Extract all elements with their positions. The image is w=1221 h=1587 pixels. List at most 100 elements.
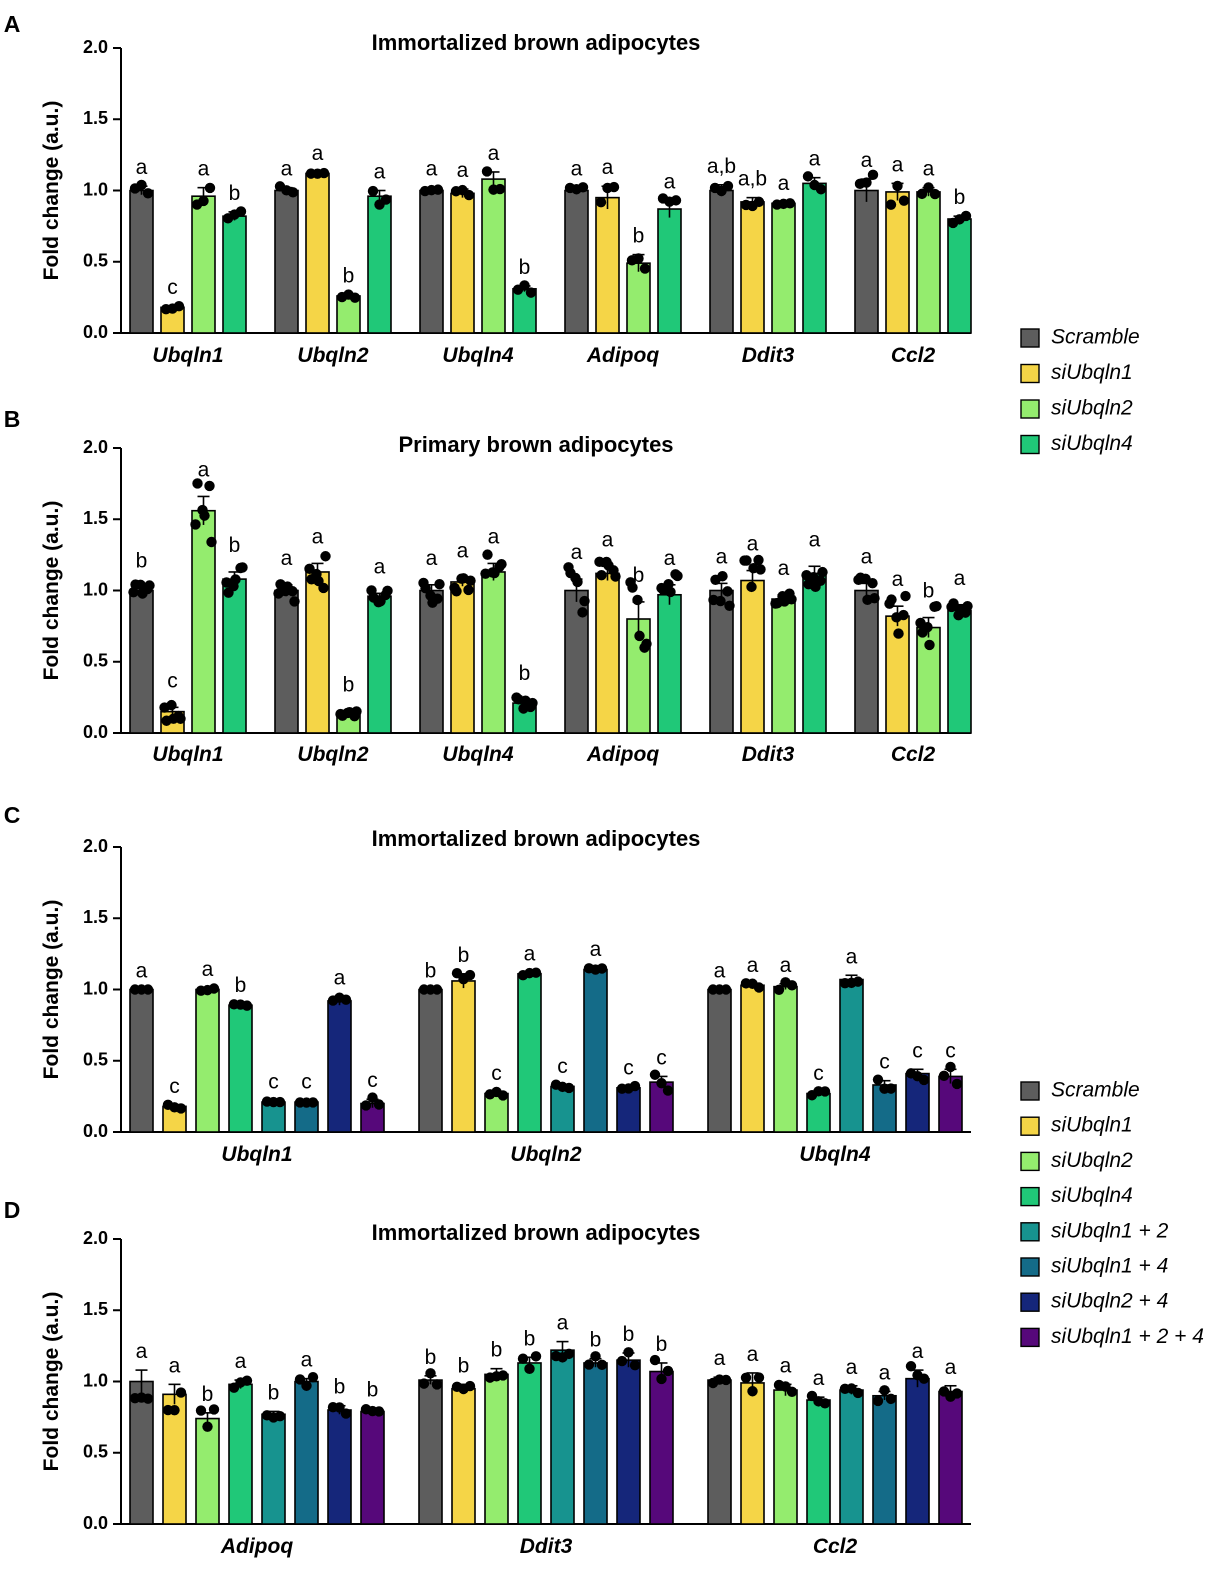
significance-letter: b — [954, 186, 966, 209]
bar — [305, 571, 330, 734]
legend-label: siUbqln2 + 4 — [1051, 1290, 1168, 1313]
data-point — [565, 567, 576, 579]
legend-swatch — [1020, 1151, 1040, 1172]
data-point — [142, 1393, 154, 1404]
y-axis-label: Fold change (a.u.) — [40, 1292, 63, 1472]
significance-letter: a — [426, 547, 438, 570]
significance-letter: b — [633, 225, 645, 248]
legend-label: siUbqln1 — [1051, 361, 1133, 384]
bar — [191, 195, 216, 334]
y-tick-label: 0.5 — [83, 1442, 108, 1462]
data-point — [241, 1000, 253, 1011]
significance-letter: a — [747, 533, 759, 556]
data-point — [819, 1398, 831, 1409]
significance-letter: a — [602, 528, 614, 551]
data-point — [420, 582, 431, 594]
data-point — [294, 1374, 306, 1385]
legend-label: siUbqln4 — [1051, 1184, 1133, 1207]
significance-letter: a — [281, 547, 293, 570]
data-point — [166, 699, 177, 711]
data-point — [623, 1347, 634, 1358]
bar — [806, 1399, 831, 1525]
x-tick-label: Ubqln4 — [442, 344, 513, 367]
x-tick-label: Ccl2 — [891, 344, 936, 367]
legend-swatch — [1020, 399, 1040, 419]
y-tick-label: 1.0 — [83, 579, 108, 599]
bar — [740, 1382, 765, 1525]
data-point — [596, 1359, 608, 1371]
data-point — [199, 510, 210, 521]
data-point — [563, 1082, 575, 1094]
data-point — [307, 1097, 319, 1108]
legend-ab: Scramble siUbqln1 siUbqln2 siUbqln4 — [1020, 326, 1140, 455]
data-point — [747, 1386, 758, 1397]
data-point — [753, 1372, 765, 1383]
significance-letter: a — [861, 545, 873, 568]
data-point — [746, 581, 757, 593]
data-point — [627, 582, 638, 593]
data-point — [175, 1103, 187, 1114]
y-tick-label: 1.5 — [83, 508, 108, 528]
data-point — [665, 586, 676, 598]
data-point — [496, 559, 507, 570]
data-point — [530, 1351, 542, 1362]
data-point — [497, 1090, 509, 1101]
bar — [839, 1389, 864, 1525]
y-tick-label: 1.5 — [83, 907, 108, 927]
panel-a: A Immortalized brown adipocytes Fold chang… — [4, 11, 972, 367]
data-point — [527, 697, 538, 709]
bar — [802, 182, 827, 334]
data-point — [577, 182, 589, 193]
legend-cd: Scramble siUbqln1 siUbqln2 siUbqln4 siUbqln1… — [1020, 1079, 1204, 1348]
significance-letter: a — [954, 567, 966, 590]
bar — [839, 978, 864, 1133]
data-point — [519, 280, 530, 291]
x-tick-label: Ubqln4 — [442, 743, 513, 766]
data-point — [282, 581, 293, 592]
legend-label: siUbqln4 — [1051, 432, 1133, 455]
data-point — [202, 1421, 213, 1432]
significance-letter: a — [778, 172, 790, 195]
legend-swatch — [1020, 328, 1040, 348]
data-point — [482, 549, 493, 560]
significance-letter: c — [167, 669, 178, 692]
bar — [450, 581, 475, 734]
x-tick-label: Ddit3 — [742, 344, 795, 367]
legend-label: siUbqln1 + 2 — [1051, 1219, 1169, 1242]
bar — [222, 578, 247, 734]
panel-letter: D — [4, 1197, 21, 1223]
legend-label: siUbqln2 — [1051, 397, 1133, 420]
bar — [773, 985, 798, 1133]
data-point — [373, 1406, 385, 1417]
bar — [947, 609, 972, 734]
bar — [129, 988, 154, 1133]
y-tick-label: 1.0 — [83, 978, 108, 998]
data-point — [142, 188, 154, 199]
bar — [938, 1390, 963, 1525]
y-tick-label: 2.0 — [83, 437, 108, 457]
panel-d: D Immortalized brown adipocytes Fold chang… — [4, 1197, 971, 1558]
significance-letter: b — [425, 960, 437, 983]
data-point — [951, 1388, 963, 1399]
data-point — [434, 578, 445, 590]
significance-letter: c — [656, 1046, 667, 1069]
data-point — [494, 183, 506, 195]
data-point — [596, 963, 608, 974]
data-point — [489, 567, 500, 579]
significance-letter: b — [491, 1339, 503, 1362]
data-point — [917, 627, 928, 638]
y-tick-label: 0.0 — [83, 322, 108, 342]
y-tick-label: 0.0 — [83, 722, 108, 742]
x-tick-label: Ccl2 — [891, 743, 936, 766]
data-point — [629, 1360, 641, 1371]
panel-c: C Immortalized brown adipocytes Fold chang… — [4, 802, 971, 1166]
data-point — [900, 590, 911, 602]
y-tick-label: 2.0 — [83, 1228, 108, 1248]
data-point — [367, 185, 379, 197]
bar — [740, 201, 765, 334]
data-point — [192, 478, 203, 489]
data-point — [425, 1368, 436, 1379]
significance-letter: c — [167, 276, 178, 299]
data-point — [431, 1379, 443, 1390]
bar — [616, 1087, 641, 1133]
